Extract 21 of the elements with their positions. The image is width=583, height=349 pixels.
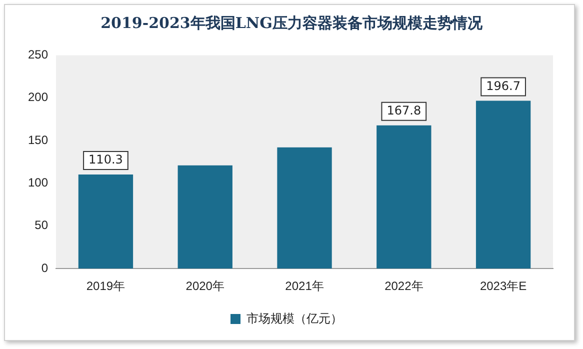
bar bbox=[277, 147, 332, 269]
bar bbox=[78, 174, 134, 269]
bar bbox=[178, 165, 232, 269]
y-tick-label: 0 bbox=[41, 260, 48, 275]
y-tick-label: 150 bbox=[28, 132, 48, 147]
data-label: 167.8 bbox=[386, 103, 422, 118]
x-tick-label: 2020年 bbox=[186, 279, 224, 294]
y-tick-label: 200 bbox=[28, 90, 48, 104]
x-tick-label: 2021年 bbox=[285, 279, 324, 294]
x-tick-label: 2022年 bbox=[384, 279, 424, 294]
y-tick-label: 100 bbox=[28, 176, 48, 190]
y-tick-label: 50 bbox=[34, 218, 48, 232]
chart-title: 2019-2023年我国LNG压力容器装备市场规模走势情况 bbox=[100, 14, 484, 33]
bar bbox=[376, 125, 432, 269]
x-tick-label: 2019年 bbox=[86, 279, 126, 294]
y-tick-label: 250 bbox=[28, 48, 48, 62]
data-label: 196.7 bbox=[486, 78, 520, 93]
x-tick-label: 2023年E bbox=[480, 279, 527, 294]
bar bbox=[476, 100, 531, 269]
legend-label: 市场规模（亿元） bbox=[246, 311, 342, 326]
data-label: 110.3 bbox=[88, 152, 123, 167]
